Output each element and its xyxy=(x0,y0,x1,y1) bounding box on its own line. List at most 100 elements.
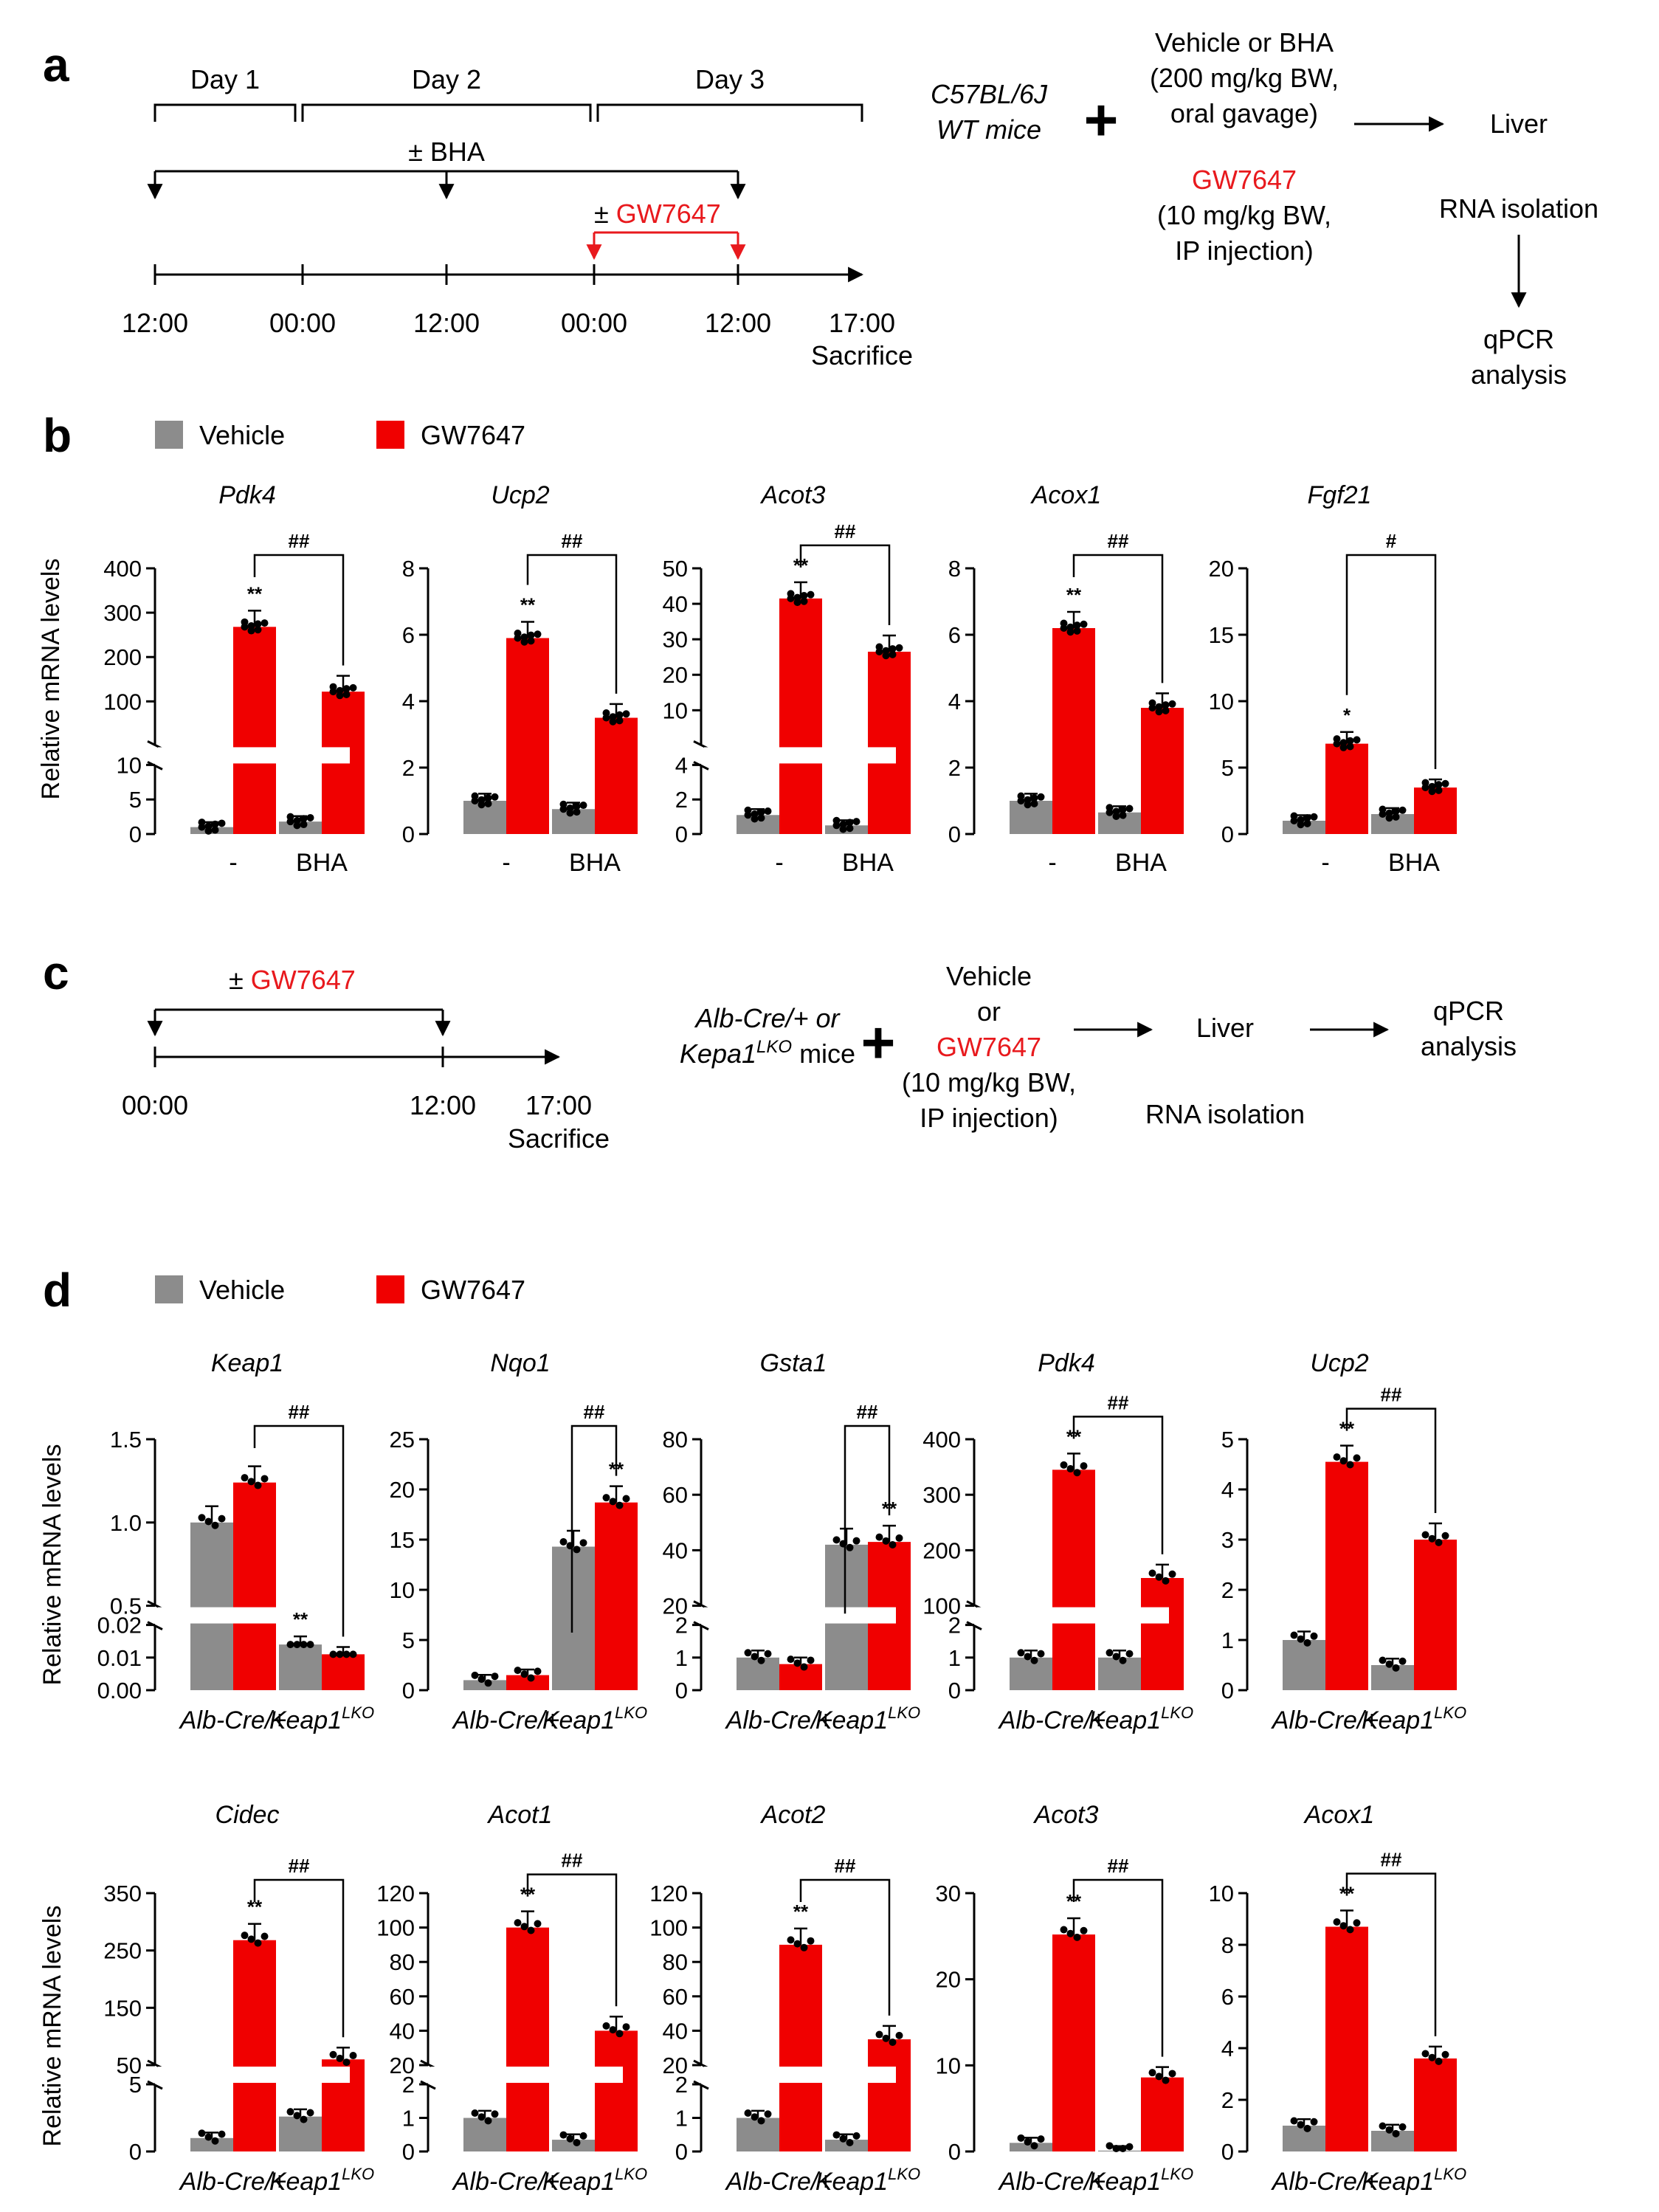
data-point xyxy=(579,802,587,810)
y-tick-label: 120 xyxy=(376,1881,415,1906)
data-point xyxy=(1030,2142,1038,2150)
legend-vehicle: Vehicle xyxy=(199,420,285,450)
chart-cidec: 0 550 150 250 350 Cidec Alb-Cre/+Keap1LKO ** ## xyxy=(103,1801,374,2196)
chart-title: Keap1 xyxy=(211,1349,283,1377)
y-tick-label: 0 xyxy=(675,2139,688,2165)
category-label: Keap1LKO xyxy=(1089,2165,1193,2196)
category-label: Alb-Cre/+ xyxy=(179,2168,287,2196)
y-tick-label: 0 xyxy=(1221,821,1234,847)
data-point xyxy=(846,2138,854,2146)
data-point xyxy=(293,821,301,830)
y-tick-label: 3 xyxy=(1221,1527,1234,1553)
panel-a: a Day 1 Day 2 Day 3 ± BHA ± GW7647 12:00 … xyxy=(43,27,1598,390)
data-point xyxy=(514,634,522,642)
y-tick-label: 250 xyxy=(103,1938,142,1964)
y-tick-label: 10 xyxy=(390,1577,415,1603)
gw-drug-label: GW7647 xyxy=(1192,165,1297,195)
category-label: Keap1LKO xyxy=(815,2165,920,2196)
y-tick-label: 100 xyxy=(649,1915,688,1941)
y-tick-label: 2 xyxy=(948,755,961,781)
y-tick-label: 5 xyxy=(129,787,142,813)
y-tick-label: 1 xyxy=(1221,1627,1234,1653)
category-label: - xyxy=(775,849,783,877)
chart-title: Acox1 xyxy=(1303,1801,1375,1829)
data-point xyxy=(336,2054,344,2062)
y-tick-label: 4 xyxy=(675,752,688,778)
chart-title: Cidec xyxy=(215,1801,280,1829)
bar-vehicle xyxy=(190,2137,233,2151)
category-label: Alb-Cre/+ xyxy=(998,1706,1106,1734)
data-point xyxy=(807,1937,815,1945)
axis-break-band xyxy=(431,2067,623,2083)
bracket-label: ## xyxy=(289,1401,310,1423)
y-tick-label: 300 xyxy=(103,600,142,626)
y-tick-label: 1 xyxy=(948,1645,961,1671)
category-label: Alb-Cre/+ xyxy=(725,2168,833,2196)
data-point xyxy=(300,2115,308,2123)
plus-sign-c: + xyxy=(861,1010,896,1075)
data-point xyxy=(1421,784,1429,791)
category-label: Keap1LKO xyxy=(269,1703,374,1734)
data-point xyxy=(1385,814,1393,822)
category-text: Keap1 xyxy=(1362,1706,1434,1734)
significance-bracket xyxy=(799,544,891,625)
category-label: Alb-Cre/+ xyxy=(1271,2168,1379,2196)
y-tick-label: 0 xyxy=(675,821,688,847)
bracket-label: ## xyxy=(562,1850,583,1872)
y-tick-label: 50 xyxy=(117,2053,142,2078)
data-point xyxy=(882,1537,890,1545)
data-point xyxy=(534,630,542,638)
bar-gw7647 xyxy=(506,1927,549,2151)
category-text: Keap1 xyxy=(1089,2168,1161,2196)
bar-gw7647 xyxy=(868,651,911,834)
data-point xyxy=(832,1536,841,1544)
data-point xyxy=(1112,2145,1120,2152)
category-sup: LKO xyxy=(1434,2165,1466,2183)
bar-vehicle xyxy=(1098,1657,1141,1690)
data-point xyxy=(609,717,617,726)
data-point xyxy=(520,638,528,646)
significance-bracket xyxy=(1345,1408,1437,1513)
y-tick-label: 350 xyxy=(103,1881,142,1906)
data-point xyxy=(527,1926,535,1934)
axis-break-band xyxy=(704,2067,896,2083)
dose-line-c-2: IP injection) xyxy=(920,1103,1058,1133)
y-axis-label-d1: Relative mRNA levels xyxy=(38,1444,66,1686)
significance-bracket xyxy=(526,1873,618,2007)
chart-title: Acot1 xyxy=(487,1801,553,1829)
data-point xyxy=(1303,2124,1311,2132)
data-point xyxy=(1017,1649,1025,1657)
data-point xyxy=(484,2117,492,2125)
chart-title: Ucp2 xyxy=(491,481,549,509)
data-point xyxy=(764,807,772,816)
y-tick-label: 6 xyxy=(402,622,415,648)
data-point xyxy=(1392,807,1400,816)
data-point xyxy=(349,683,357,692)
data-point xyxy=(261,1932,269,1940)
bar-gw7647 xyxy=(233,1940,276,2151)
gw-prefix-c: ± xyxy=(229,965,244,995)
data-point xyxy=(1385,1660,1393,1668)
data-point xyxy=(573,802,581,810)
category-sup: LKO xyxy=(888,1703,920,1722)
data-point xyxy=(218,2130,226,2138)
chart-keap1: 0.000.010.020.51.01.5Keap1Alb-Cre/+Keap1… xyxy=(97,1349,375,1734)
data-point xyxy=(1297,1635,1305,1643)
data-point xyxy=(622,1495,630,1503)
data-point xyxy=(1066,628,1075,636)
data-point xyxy=(1392,2129,1400,2137)
y-tick-label: 200 xyxy=(103,644,142,670)
category-label: Alb-Cre/+ xyxy=(725,1706,833,1734)
y-tick-label: 0.02 xyxy=(97,1613,142,1639)
bar-gw7647 xyxy=(595,717,638,834)
data-point xyxy=(1155,1573,1163,1581)
data-point xyxy=(1346,737,1354,745)
data-point xyxy=(1162,2076,1170,2084)
category-sup: LKO xyxy=(615,1703,647,1722)
data-point xyxy=(1297,821,1305,829)
y-tick-label: 2 xyxy=(675,2072,688,2098)
data-point xyxy=(1037,793,1045,801)
significance-bracket xyxy=(526,554,618,694)
